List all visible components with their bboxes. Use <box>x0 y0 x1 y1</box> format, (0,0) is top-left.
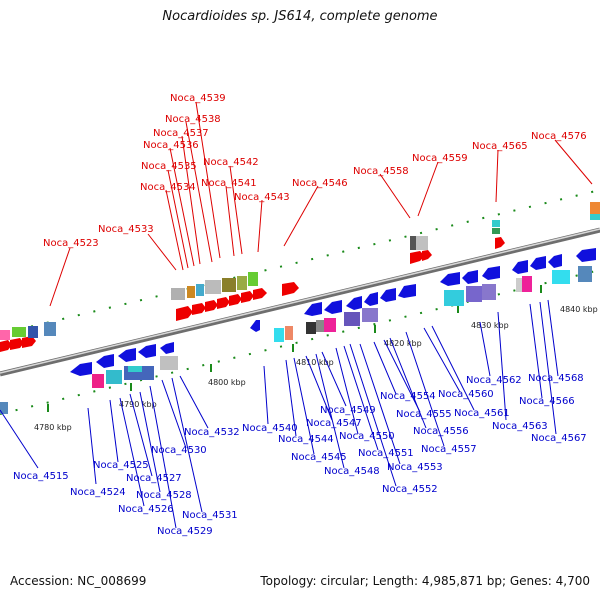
gene-label: Noca_4530 <box>151 445 207 456</box>
accession-text: Accession: NC_008699 <box>10 574 147 588</box>
gene-label: Noca_4546 <box>292 178 348 189</box>
gene-label: Noca_4550 <box>339 431 395 442</box>
gene-label: Noca_4536 <box>143 140 199 151</box>
gene-label: Noca_4561 <box>454 408 510 419</box>
gene-label: Noca_4562 <box>466 375 522 386</box>
gene-label: Noca_4538 <box>165 114 221 125</box>
genome-summary-text: Topology: circular; Length: 4,985,871 bp… <box>260 574 590 588</box>
tick-track-outer <box>0 189 600 335</box>
tick-track-inner <box>0 269 600 415</box>
gene-label: Noca_4543 <box>234 192 290 203</box>
gene-label: Noca_4557 <box>421 444 477 455</box>
gene-label: Noca_4555 <box>396 409 452 420</box>
forward-gene-labels: Noca_4523 Noca_4533 Noca_4534 Noca_4535 … <box>43 93 587 249</box>
gene-label: Noca_4542 <box>203 157 259 168</box>
backbone <box>0 227 600 377</box>
gene-label: Noca_4563 <box>492 421 548 432</box>
gene-label: Noca_4526 <box>118 504 174 515</box>
gene-label: Noca_4528 <box>136 490 192 501</box>
gene-label: Noca_4529 <box>157 526 213 537</box>
scale-ticks <box>47 285 542 412</box>
gene-label: Noca_4554 <box>380 391 436 402</box>
gene-label: Noca_4548 <box>324 466 380 477</box>
gene-label: Noca_4559 <box>412 153 468 164</box>
gene-label: Noca_4547 <box>306 418 362 429</box>
gene-label: Noca_4537 <box>153 128 209 139</box>
gene-label: Noca_4565 <box>472 141 528 152</box>
gene-label: Noca_4531 <box>182 510 238 521</box>
reverse-strand-features <box>0 266 592 414</box>
gene-label: Noca_4560 <box>438 389 494 400</box>
gene-label: Noca_4553 <box>387 462 443 473</box>
gene-label: Noca_4534 <box>140 182 196 193</box>
gene-label: Noca_4524 <box>70 487 126 498</box>
forward-strand-genes <box>0 237 505 352</box>
scale-labels: 4780 kbp 4790 kbp 4800 kbp 4810 kbp 4820… <box>34 305 598 432</box>
gene-label: Noca_4540 <box>242 423 298 434</box>
gene-label: Noca_4539 <box>170 93 226 104</box>
gene-label: Noca_4566 <box>519 396 575 407</box>
gene-label: Noca_4544 <box>278 434 334 445</box>
gene-label: Noca_4535 <box>141 161 197 172</box>
gene-label: Noca_4552 <box>382 484 438 495</box>
gene-label: Noca_4549 <box>320 405 376 416</box>
gene-label: Noca_4576 <box>531 131 587 142</box>
reverse-gene-labels: Noca_4515 Noca_4524 Noca_4525 Noca_4526 … <box>13 373 587 537</box>
scale-label: 4820 kbp <box>384 339 422 348</box>
gene-label: Noca_4541 <box>201 178 257 189</box>
gene-label: Noca_4533 <box>98 224 154 235</box>
gene-label: Noca_4567 <box>531 433 587 444</box>
map-title: Nocardioides sp. JS614, complete genome <box>162 9 438 24</box>
scale-label: 4840 kbp <box>560 305 598 314</box>
forward-strand-features <box>0 202 600 340</box>
gene-label: Noca_4568 <box>528 373 584 384</box>
forward-leaders <box>49 101 593 307</box>
gene-label: Noca_4527 <box>126 473 182 484</box>
gene-label: Noca_4525 <box>93 460 149 471</box>
scale-label: 4830 kbp <box>471 321 509 330</box>
scale-label: 4790 kbp <box>119 400 157 409</box>
gene-label: Noca_4523 <box>43 238 99 249</box>
scale-label: 4810 kbp <box>296 358 334 367</box>
gene-label: Noca_4556 <box>413 426 469 437</box>
gene-label: Noca_4515 <box>13 471 69 482</box>
gene-label: Noca_4558 <box>353 166 409 177</box>
gene-label: Noca_4545 <box>291 452 347 463</box>
gene-label: Noca_4551 <box>358 448 414 459</box>
reverse-strand-genes <box>70 248 596 376</box>
scale-label: 4780 kbp <box>34 423 72 432</box>
scale-label: 4800 kbp <box>208 378 246 387</box>
reverse-leaders <box>0 299 559 529</box>
gene-label: Noca_4532 <box>184 427 240 438</box>
